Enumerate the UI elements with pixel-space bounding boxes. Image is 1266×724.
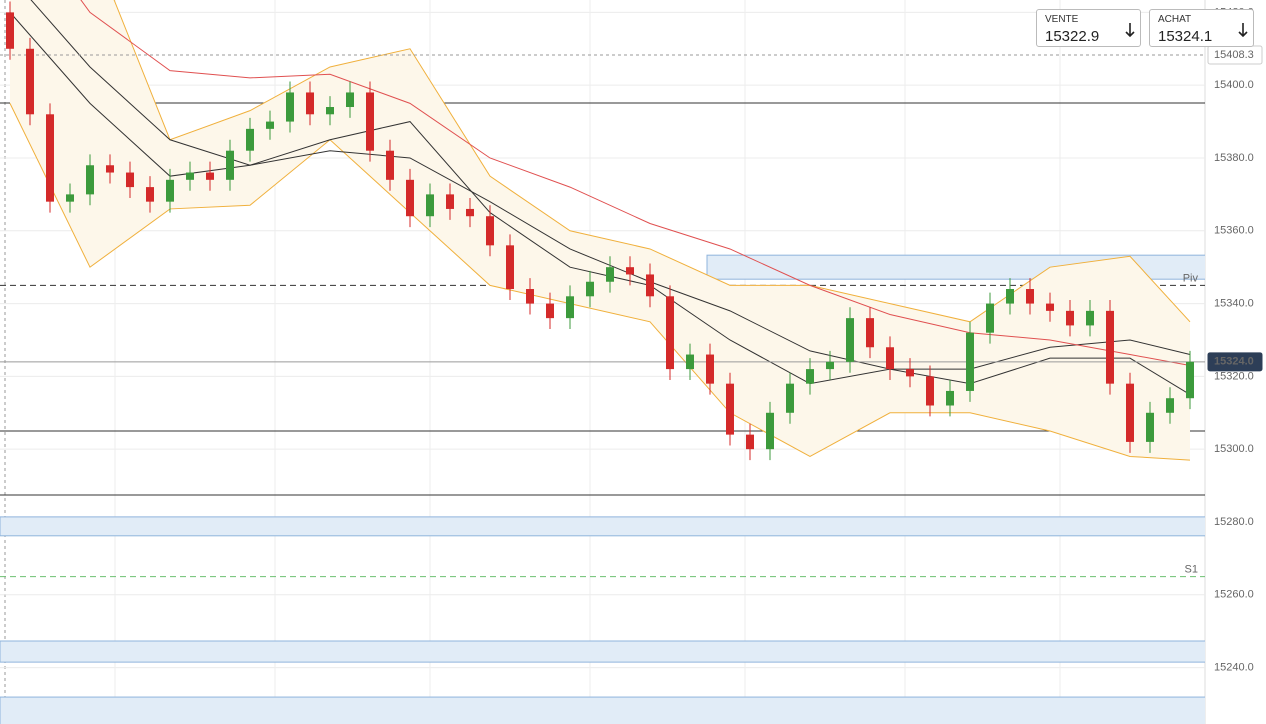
candle-body [206, 172, 214, 180]
sell-button[interactable]: VENTE 15322.9 [1036, 9, 1141, 47]
candle-body [106, 165, 114, 173]
price-tag-label: 15324.0 [1214, 356, 1254, 368]
candle-body [286, 92, 294, 122]
y-tick-label: 15360.0 [1214, 225, 1254, 237]
candle-body [246, 128, 254, 151]
candle-body [926, 376, 934, 406]
candle-body [766, 412, 774, 450]
candle-body [266, 121, 274, 129]
candle-body [1146, 412, 1154, 442]
candle-body [966, 332, 974, 391]
sell-price: 15322.9 [1045, 28, 1100, 45]
y-tick-label: 15340.0 [1214, 297, 1254, 309]
y-tick-label: 15240.0 [1214, 661, 1254, 673]
buy-price: 15324.1 [1158, 28, 1213, 45]
candle-body [806, 369, 814, 384]
candle-body [1086, 310, 1094, 326]
y-tick-label: 15320.0 [1214, 370, 1254, 382]
candle-body [226, 150, 234, 180]
candle-body [546, 303, 554, 319]
candle-body [1106, 310, 1114, 384]
moving-average [80, 0, 1191, 366]
candle-body [566, 296, 574, 319]
y-tick-label: 15400.0 [1214, 79, 1254, 91]
candle-body [186, 172, 194, 180]
candle-body [886, 347, 894, 370]
candle-body [626, 267, 634, 275]
candle-body [406, 179, 414, 217]
candle-body [526, 289, 534, 304]
down-arrow [1125, 23, 1135, 38]
candle-body [326, 107, 334, 115]
buy-button[interactable]: ACHAT 15324.1 [1149, 9, 1254, 47]
y-tick-label: 15280.0 [1214, 516, 1254, 528]
candle-body [446, 194, 454, 209]
price-tag-label: 15408.3 [1214, 49, 1254, 61]
candle-body [1066, 310, 1074, 326]
candle-body [1046, 303, 1054, 311]
candle-body [786, 383, 794, 413]
pivot-label: S1 [1185, 563, 1198, 575]
candle-body [826, 361, 834, 370]
y-tick-label: 15380.0 [1214, 152, 1254, 164]
candle-body [466, 208, 474, 217]
candle-body [386, 150, 394, 180]
candle-body [486, 216, 494, 246]
buy-label: ACHAT [1158, 14, 1192, 25]
candle-body [66, 194, 74, 202]
candle-body [1026, 289, 1034, 304]
candle-body [1006, 289, 1014, 304]
y-tick-label: 15300.0 [1214, 443, 1254, 455]
zone [0, 696, 1205, 724]
price-tag [1207, 352, 1263, 372]
candle-body [746, 434, 754, 450]
candle-body [366, 92, 374, 151]
candle-body [1126, 383, 1134, 442]
candle-body [126, 172, 134, 188]
y-axis: 15240.0 15260.0 15280.0 15300.0 15320.0 15340… [1183, 6, 1263, 673]
zone [0, 516, 1205, 537]
candle-body [1186, 361, 1194, 399]
candle-body [666, 296, 674, 370]
candle-body [506, 245, 514, 290]
candle-body [146, 187, 154, 202]
candle-body [26, 48, 34, 115]
candle-body [706, 354, 714, 384]
candle-body [86, 165, 94, 195]
candle-body [6, 12, 14, 49]
candle-body [726, 383, 734, 435]
candle-body [846, 318, 854, 362]
candle-body [346, 92, 354, 108]
candle-body [1166, 398, 1174, 413]
band-fill [10, 0, 1190, 461]
candle-body [686, 354, 694, 370]
candle-body [166, 179, 174, 202]
candle-body [646, 274, 654, 297]
sell-label: VENTE [1045, 14, 1079, 25]
pivot-label: Piv [1183, 272, 1199, 284]
candle-body [866, 318, 874, 348]
candle-body [586, 281, 594, 297]
candle-body [306, 92, 314, 115]
candle-body [426, 194, 434, 217]
candle-body [906, 369, 914, 377]
zone [0, 640, 1205, 663]
candle-body [46, 114, 54, 202]
band-line [9, 103, 1191, 461]
y-tick-label: 15260.0 [1214, 589, 1254, 601]
candle-body [606, 267, 614, 282]
candle-body [946, 390, 954, 406]
down-arrow [1238, 23, 1248, 38]
candle-body [986, 303, 994, 333]
